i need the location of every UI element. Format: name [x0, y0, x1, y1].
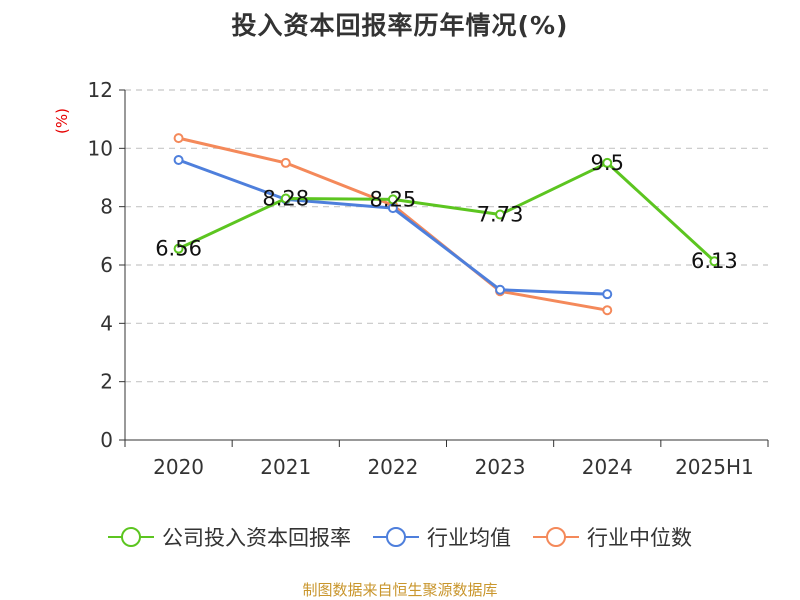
data-source-note: 制图数据来自恒生聚源数据库 — [302, 581, 498, 599]
data-label: 9.5 — [591, 151, 624, 175]
data-point — [280, 157, 291, 168]
legend-marker-company-icon — [108, 527, 154, 547]
legend-item-industry-median[interactable]: 行业中位数 — [533, 522, 692, 552]
x-tick-label: 2021 — [260, 455, 311, 479]
legend-marker-industry-median-icon — [533, 527, 579, 547]
data-point — [602, 289, 613, 300]
data-point — [495, 209, 506, 220]
y-tick-label: 0 — [100, 428, 113, 452]
data-point — [495, 284, 506, 295]
data-point — [387, 194, 398, 205]
x-tick-label: 2023 — [475, 455, 526, 479]
x-tick-label: 2024 — [582, 455, 633, 479]
legend-marker-industry-mean-icon — [373, 527, 419, 547]
legend: 公司投入资本回报率 行业均值 行业中位数 — [0, 522, 800, 552]
line-chart: 0 2 4 6 8 10 12 2020 2021 2022 2023 2024 2025H1 6.56 8… — [88, 78, 769, 479]
data-point — [602, 157, 613, 168]
data-label: 7.73 — [477, 203, 524, 227]
data-point — [173, 133, 184, 144]
data-label: 8.28 — [262, 187, 309, 211]
x-tick-label: 2022 — [367, 455, 418, 479]
series-line-1 — [178, 158, 608, 296]
series-line-0 — [177, 161, 716, 263]
legend-label-industry-mean: 行业均值 — [427, 526, 511, 550]
x-tick-label: 2020 — [153, 455, 204, 479]
legend-item-company[interactable]: 公司投入资本回报率 — [108, 522, 351, 552]
x-tick-label: 2025H1 — [675, 455, 754, 479]
data-label: 8.25 — [370, 187, 417, 211]
y-tick-label: 6 — [100, 253, 113, 277]
y-tick-label: 8 — [100, 195, 113, 219]
y-tick-label: 12 — [88, 78, 113, 102]
data-point — [173, 243, 184, 254]
y-tick-label: 10 — [88, 136, 113, 160]
legend-item-industry-mean[interactable]: 行业均值 — [373, 522, 511, 552]
series-line-2 — [178, 136, 608, 312]
chart-title: 投入资本回报率历年情况(%) — [231, 11, 569, 40]
data-point — [709, 256, 720, 267]
data-label: 6.56 — [155, 237, 202, 261]
y-tick-label: 4 — [100, 311, 113, 335]
legend-label-company: 公司投入资本回报率 — [162, 526, 351, 550]
legend-label-industry-median: 行业中位数 — [587, 526, 692, 550]
data-label: 6.13 — [691, 249, 738, 273]
y-tick-label: 2 — [100, 370, 113, 394]
data-point — [173, 155, 184, 165]
data-point — [602, 305, 613, 316]
data-point — [280, 193, 291, 204]
